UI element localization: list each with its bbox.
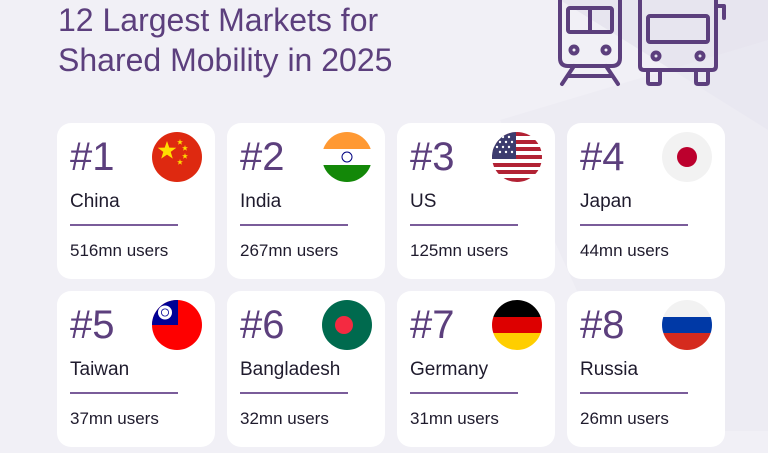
users-count: 31mn users <box>410 409 499 428</box>
india-flag-icon <box>322 132 372 182</box>
bangladesh-flag-icon <box>322 300 372 350</box>
market-card-china: #1 China 516mn users <box>57 123 215 279</box>
rank-label: #2 <box>240 135 285 179</box>
divider <box>70 392 178 394</box>
page-title: 12 Largest Markets for Shared Mobility i… <box>58 0 392 80</box>
divider <box>70 224 178 226</box>
divider <box>240 392 348 394</box>
users-count: 37mn users <box>70 409 159 428</box>
china-flag-icon <box>152 132 202 182</box>
country-name: Germany <box>410 359 489 380</box>
divider <box>580 224 688 226</box>
divider <box>410 392 518 394</box>
market-card-japan: #4 Japan 44mn users <box>567 123 725 279</box>
rank-label: #4 <box>580 135 625 179</box>
market-card-india: #2 India 267mn users <box>227 123 385 279</box>
users-count: 26mn users <box>580 409 669 428</box>
users-count: 125mn users <box>410 241 509 260</box>
market-card-us: #3 US 125mn users <box>397 123 555 279</box>
country-name: Russia <box>580 359 639 380</box>
users-count: 516mn users <box>70 241 169 260</box>
users-count: 267mn users <box>240 241 339 260</box>
rank-label: #8 <box>580 303 625 347</box>
divider <box>240 224 348 226</box>
russia-flag-icon <box>662 300 712 350</box>
title-line-1: 12 Largest Markets for <box>58 2 379 38</box>
germany-flag-icon <box>492 300 542 350</box>
country-name: US <box>410 191 437 212</box>
market-card-germany: #7 Germany 31mn users <box>397 291 555 447</box>
taiwan-flag-icon <box>152 300 202 350</box>
market-card-russia: #8 Russia 26mn users <box>567 291 725 447</box>
market-card-taiwan: #5 Taiwan 37mn users <box>57 291 215 447</box>
train-icon <box>554 0 626 93</box>
market-card-bangladesh: #6 Bangladesh 32mn users <box>227 291 385 447</box>
rank-label: #6 <box>240 303 285 347</box>
country-name: Bangladesh <box>240 359 341 380</box>
country-name: Japan <box>580 191 632 212</box>
divider <box>410 224 518 226</box>
users-count: 44mn users <box>580 241 669 260</box>
title-line-2: Shared Mobility in 2025 <box>58 42 393 78</box>
bus-icon <box>632 0 732 93</box>
markets-grid: #1 China 516mn users #2 India <box>57 123 727 453</box>
rank-label: #5 <box>70 303 115 347</box>
country-name: India <box>240 191 282 212</box>
rank-label: #3 <box>410 135 455 179</box>
country-name: Taiwan <box>70 359 130 380</box>
japan-flag-icon <box>662 132 712 182</box>
rank-label: #7 <box>410 303 455 347</box>
divider <box>580 392 688 394</box>
users-count: 32mn users <box>240 409 329 428</box>
country-name: China <box>70 191 120 212</box>
rank-label: #1 <box>70 135 115 179</box>
us-flag-icon <box>492 132 542 182</box>
